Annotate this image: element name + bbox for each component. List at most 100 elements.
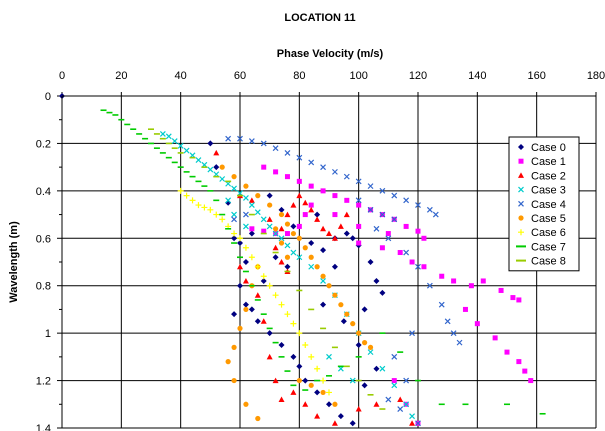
data-point bbox=[284, 211, 291, 218]
data-point bbox=[207, 166, 214, 173]
data-point bbox=[504, 349, 510, 355]
data-point bbox=[391, 382, 398, 389]
data-point bbox=[516, 359, 522, 365]
data-point bbox=[195, 157, 202, 163]
data-point bbox=[373, 277, 380, 284]
data-point bbox=[391, 216, 398, 223]
series-case-2 bbox=[213, 149, 416, 426]
data-point bbox=[231, 216, 237, 223]
data-point bbox=[450, 330, 457, 337]
data-point bbox=[308, 202, 314, 208]
data-point bbox=[349, 420, 356, 427]
data-point bbox=[308, 159, 315, 166]
legend-label: Case 6 bbox=[531, 227, 566, 239]
legend-swatch bbox=[518, 229, 524, 236]
data-point bbox=[314, 211, 321, 218]
data-point bbox=[254, 209, 261, 216]
data-point bbox=[320, 247, 327, 254]
x-tick-label: 60 bbox=[234, 70, 246, 82]
data-point bbox=[326, 230, 332, 237]
legend-label: Case 8 bbox=[531, 256, 566, 268]
data-point bbox=[261, 164, 267, 170]
data-point bbox=[296, 178, 302, 184]
data-point bbox=[332, 212, 338, 218]
plot-area: 0 20 40 60 80 100 120 140 160 180 0 0.2 0.4 0.6 0.8 1 1.… bbox=[36, 70, 605, 431]
data-point bbox=[349, 235, 356, 242]
data-point bbox=[231, 344, 237, 350]
data-point bbox=[273, 169, 279, 175]
data-point bbox=[213, 211, 220, 218]
data-point bbox=[332, 292, 338, 298]
legend-swatch bbox=[518, 215, 524, 221]
data-point bbox=[326, 353, 332, 360]
data-point bbox=[415, 228, 421, 234]
chart-title: LOCATION 11 bbox=[284, 12, 355, 24]
data-point bbox=[284, 221, 291, 227]
series-case-1 bbox=[249, 164, 534, 426]
legend-label: Case 5 bbox=[531, 213, 566, 225]
data-point bbox=[266, 353, 273, 360]
data-point bbox=[326, 283, 332, 289]
data-point bbox=[343, 211, 350, 218]
series-case-0 bbox=[59, 93, 386, 427]
data-point bbox=[248, 202, 255, 209]
data-point bbox=[296, 330, 303, 337]
series-case-5 bbox=[219, 164, 374, 422]
data-point bbox=[367, 259, 374, 265]
data-point bbox=[243, 223, 249, 230]
y-tick-label: 1.2 bbox=[36, 376, 51, 388]
data-point bbox=[272, 377, 279, 384]
data-point bbox=[356, 223, 362, 229]
data-point bbox=[355, 197, 362, 204]
y-tick-label: 0.4 bbox=[36, 186, 51, 198]
y-tick-label: 0 bbox=[45, 91, 51, 103]
data-point bbox=[272, 230, 279, 237]
legend-swatch bbox=[518, 186, 524, 193]
data-point bbox=[296, 377, 302, 384]
data-point bbox=[213, 149, 220, 156]
data-point bbox=[314, 413, 321, 419]
data-point bbox=[248, 254, 255, 261]
data-point bbox=[480, 278, 486, 284]
data-point bbox=[528, 378, 534, 384]
data-point bbox=[320, 164, 326, 171]
data-point bbox=[290, 353, 297, 360]
data-point bbox=[409, 259, 415, 265]
data-point bbox=[355, 342, 362, 348]
data-point bbox=[379, 289, 386, 296]
data-point bbox=[367, 344, 374, 350]
data-point bbox=[278, 259, 285, 265]
data-point bbox=[385, 231, 391, 237]
data-point bbox=[237, 263, 243, 270]
data-point bbox=[290, 223, 297, 230]
series-case-7 bbox=[100, 109, 546, 415]
y-tick-label: 1.4 bbox=[36, 423, 51, 431]
data-point bbox=[498, 287, 504, 293]
data-point bbox=[421, 235, 427, 241]
data-point bbox=[242, 259, 249, 265]
data-point bbox=[255, 193, 261, 199]
data-point bbox=[260, 273, 267, 280]
data-point bbox=[350, 321, 356, 327]
data-point bbox=[492, 335, 498, 341]
data-point bbox=[195, 202, 202, 209]
data-point bbox=[243, 306, 249, 313]
data-point bbox=[243, 211, 249, 218]
data-point bbox=[296, 154, 303, 161]
data-point bbox=[391, 353, 398, 360]
data-point bbox=[356, 240, 362, 246]
data-point bbox=[296, 363, 303, 370]
data-point bbox=[421, 264, 427, 270]
legend: Case 0 Case 1 Case 2 Case 3 Case 4 Case 5 Case… bbox=[508, 136, 580, 272]
series-case-4 bbox=[225, 135, 463, 427]
data-point bbox=[331, 263, 338, 270]
data-point bbox=[266, 216, 273, 222]
data-point bbox=[302, 245, 308, 251]
data-point bbox=[379, 245, 385, 251]
data-point bbox=[254, 263, 261, 270]
data-point bbox=[320, 225, 327, 232]
legend-label: Case 2 bbox=[531, 170, 566, 182]
x-axis-label: Phase Velocity (m/s) bbox=[277, 48, 384, 60]
data-point bbox=[314, 216, 321, 222]
legend-swatch bbox=[518, 158, 524, 164]
